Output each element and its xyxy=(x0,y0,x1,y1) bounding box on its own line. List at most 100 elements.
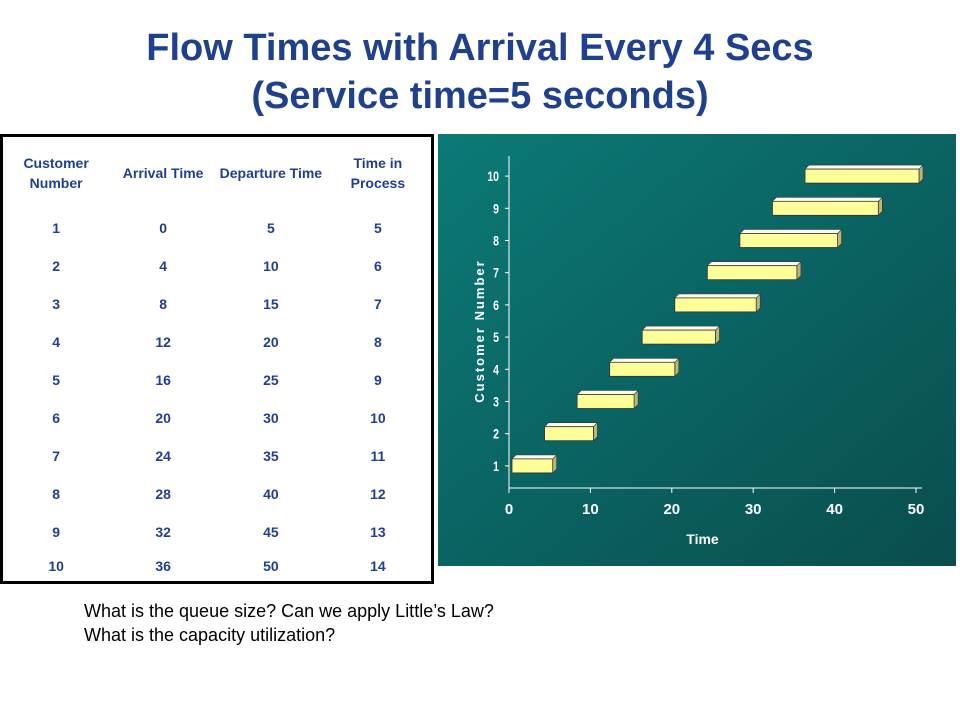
question-2: What is the capacity utilization? xyxy=(84,625,336,645)
bar xyxy=(739,233,839,248)
x-tick-label: 40 xyxy=(826,501,843,518)
bar-top xyxy=(706,261,802,266)
cell-time-in-process: 12 xyxy=(370,486,386,502)
bar-top xyxy=(511,454,558,460)
table-row: 6 20 30 10 xyxy=(2,399,433,437)
cell-arrival-time: 20 xyxy=(155,410,171,426)
bar-top xyxy=(543,422,599,428)
table-row: 8 28 40 12 xyxy=(2,475,433,513)
table-row: 10 36 50 14 xyxy=(2,551,433,583)
chart-svg: 0 10 20 30 40 50 1 2 3 4 5 6 7 8 9 10 Time Customer Numbe… xyxy=(438,134,956,566)
header-time-in-process: Time in Process xyxy=(350,155,406,191)
cell-departure-time: 20 xyxy=(263,334,279,350)
cell-time-in-process: 13 xyxy=(370,524,386,540)
cell-time-in-process: 7 xyxy=(373,296,382,312)
x-axis-title: Time xyxy=(686,531,719,547)
cell-time-in-process: 8 xyxy=(373,334,382,350)
bar xyxy=(804,168,920,184)
cell-arrival-time: 28 xyxy=(155,486,171,502)
cell-time-in-process: 11 xyxy=(370,448,386,464)
y-axis-title: Customer Number xyxy=(472,259,487,402)
x-tick-label: 30 xyxy=(745,501,762,518)
question-1: What is the queue size? Can we apply Lit… xyxy=(84,601,494,621)
x-tick-label: 10 xyxy=(582,501,599,518)
bar xyxy=(544,426,594,442)
cell-time-in-process: 6 xyxy=(373,258,382,274)
cell-customer-number: 9 xyxy=(52,524,61,540)
bar-top xyxy=(771,197,884,202)
bar xyxy=(609,361,676,377)
y-tick-label: 10 xyxy=(487,169,499,185)
cell-time-in-process: 9 xyxy=(373,372,382,388)
y-tick-label: 1 xyxy=(493,458,499,474)
table-row: 4 12 20 8 xyxy=(2,323,433,361)
cell-customer-number: 2 xyxy=(52,258,61,274)
y-tick-label: 2 xyxy=(493,426,499,442)
table-row: 9 32 45 13 xyxy=(2,513,433,551)
bar-top xyxy=(804,164,924,170)
cell-customer-number: 3 xyxy=(52,296,61,312)
cell-time-in-process: 14 xyxy=(370,558,386,574)
cell-time-in-process: 5 xyxy=(373,220,382,236)
bar-top xyxy=(576,390,639,395)
y-tick-label: 4 xyxy=(493,362,499,378)
cell-customer-number: 6 xyxy=(52,410,61,426)
cell-customer-number: 5 xyxy=(52,372,61,388)
bar xyxy=(706,265,798,281)
header-customer-number: Customer Number xyxy=(23,155,89,191)
y-tick-label: 5 xyxy=(493,330,499,346)
title-line-1: Flow Times with Arrival Every 4 Secs xyxy=(146,27,814,69)
cell-arrival-time: 12 xyxy=(155,334,171,350)
cell-customer-number: 8 xyxy=(52,486,61,502)
cell-time-in-process: 10 xyxy=(370,410,386,426)
y-tick-label: 9 xyxy=(493,201,499,217)
bar xyxy=(641,329,716,345)
y-tick-label: 7 xyxy=(493,265,499,281)
table-row: 3 8 15 7 xyxy=(2,285,433,323)
y-tick-label: 6 xyxy=(493,297,499,313)
bar-top xyxy=(739,229,843,234)
table-row: 5 16 25 9 xyxy=(2,361,433,399)
bar-top xyxy=(674,293,761,299)
cell-departure-time: 45 xyxy=(263,524,279,540)
x-tick-label: 20 xyxy=(663,501,680,518)
cell-departure-time: 50 xyxy=(263,558,279,574)
table-row: 2 4 10 6 xyxy=(2,247,433,285)
cell-departure-time: 10 xyxy=(263,258,279,274)
header-departure-time: Departure Time xyxy=(219,165,323,181)
cell-departure-time: 40 xyxy=(263,486,279,502)
cell-arrival-time: 4 xyxy=(159,258,168,274)
table-row: 7 24 35 11 xyxy=(2,437,433,475)
cell-arrival-time: 0 xyxy=(159,220,168,236)
cell-arrival-time: 36 xyxy=(155,558,171,574)
y-tick-label: 8 xyxy=(493,233,499,249)
bar xyxy=(772,200,879,216)
flow-time-chart: 0 10 20 30 40 50 1 2 3 4 5 6 7 8 9 10 Time Customer Numbe… xyxy=(434,130,960,570)
cell-arrival-time: 8 xyxy=(159,296,168,312)
cell-customer-number: 7 xyxy=(52,448,61,464)
cell-departure-time: 25 xyxy=(263,372,279,388)
cell-arrival-time: 16 xyxy=(155,372,171,388)
y-tick-label: 3 xyxy=(493,394,499,410)
table-row: 1 0 5 5 xyxy=(2,209,433,247)
bar xyxy=(674,297,757,313)
bar xyxy=(576,394,635,409)
cell-departure-time: 35 xyxy=(263,448,279,464)
bar-top xyxy=(608,358,680,363)
cell-departure-time: 30 xyxy=(263,410,279,426)
x-tick-label: 0 xyxy=(505,501,513,518)
cell-arrival-time: 32 xyxy=(155,524,171,540)
cell-arrival-time: 24 xyxy=(155,448,171,464)
cell-customer-number: 10 xyxy=(48,558,64,574)
table-header-row: Customer Number Arrival Time Departure T… xyxy=(2,136,433,210)
cell-departure-time: 5 xyxy=(266,220,275,236)
title-line-2: (Service time=5 seconds) xyxy=(251,75,709,117)
cell-departure-time: 15 xyxy=(263,296,279,312)
header-arrival-time: Arrival Time xyxy=(122,165,204,181)
bar-top xyxy=(641,325,721,331)
cell-customer-number: 4 xyxy=(52,334,61,350)
x-tick-label: 50 xyxy=(908,501,925,518)
cell-customer-number: 1 xyxy=(52,220,61,236)
flow-times-table: Customer Number Arrival Time Departure T… xyxy=(0,134,434,584)
bar xyxy=(511,458,554,474)
